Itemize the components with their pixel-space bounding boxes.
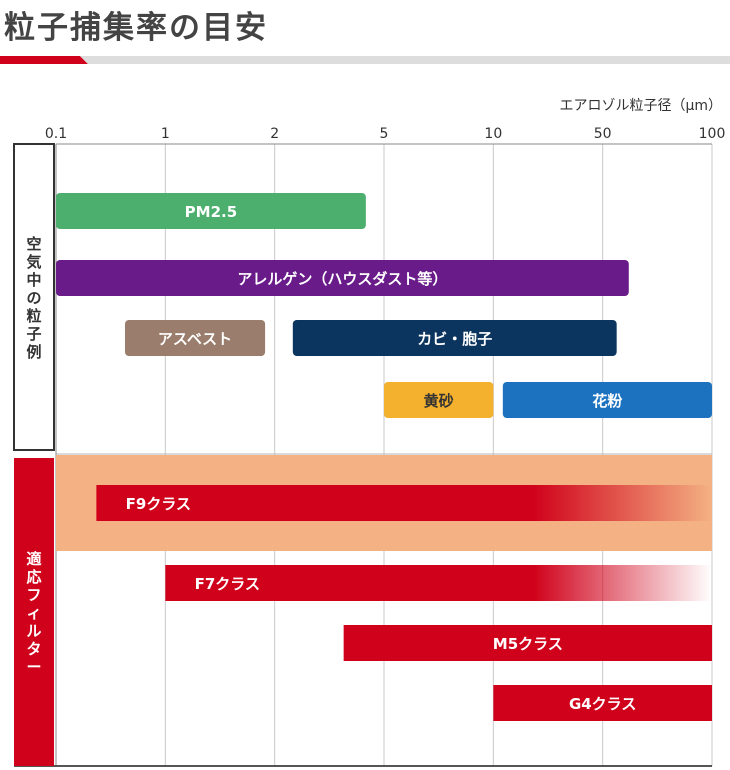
range-bar xyxy=(56,193,366,229)
x-axis-title: エアロゾル粒子径（μm） xyxy=(559,98,722,114)
group-side-char: 適 xyxy=(26,550,41,568)
page-title: 粒子捕集率の目安 xyxy=(4,10,268,46)
group-side-char: の xyxy=(26,289,41,307)
group-side-box xyxy=(14,458,54,766)
x-tick-label: 5 xyxy=(380,126,389,142)
range-bar-label: F7クラス xyxy=(195,575,260,593)
x-tick-label: 0.1 xyxy=(45,126,67,142)
range-bar xyxy=(343,625,712,661)
range-bar-label: 黄砂 xyxy=(424,392,454,410)
x-tick-label: 50 xyxy=(594,126,612,142)
x-tick-labels: 0.1 1 2 5 10 50 100 xyxy=(45,126,726,142)
group-side-char: 応 xyxy=(26,568,41,586)
range-bar xyxy=(384,382,494,418)
group-side-char: フ xyxy=(26,586,41,604)
range-bar xyxy=(56,260,629,296)
x-tick-label: 2 xyxy=(270,126,279,142)
range-bar-label: 花粉 xyxy=(592,392,622,410)
group-side-char: ー xyxy=(26,658,41,676)
range-bar xyxy=(502,382,712,418)
group-side-char: タ xyxy=(26,640,41,658)
particle-size-chart: エアロゾル粒子径（μm） 0.1 1 2 5 10 50 100 空気中の粒子例適応フィルタ… xyxy=(13,98,726,767)
range-bar xyxy=(292,320,617,356)
x-tick-label: 100 xyxy=(699,126,726,142)
x-tick-label: 10 xyxy=(484,126,502,142)
range-bar-label: アスベスト xyxy=(158,330,232,348)
range-bar xyxy=(493,685,712,721)
range-bar-label: F9クラス xyxy=(126,495,191,513)
group-side-char: 子 xyxy=(26,325,41,343)
group-side-char: 例 xyxy=(26,343,41,361)
range-bar-label: PM2.5 xyxy=(185,203,238,221)
range-bar-label: アレルゲン（ハウスダスト等） xyxy=(237,270,447,288)
range-bar xyxy=(96,485,712,521)
group-side-char: ル xyxy=(26,622,41,640)
group-side-char: 中 xyxy=(26,271,41,289)
group-side-char: 空 xyxy=(26,235,41,253)
group-side-char: ィ xyxy=(26,604,41,622)
group-side-label: 空気中の粒子例 xyxy=(26,235,41,361)
group-side-label: 適応フィルター xyxy=(26,550,41,676)
title-rule-accent xyxy=(0,56,88,64)
range-bar-label: カビ・胞子 xyxy=(417,330,492,348)
title-rule-gray xyxy=(80,56,730,64)
range-bar-label: M5クラス xyxy=(493,635,563,653)
range-bar xyxy=(124,320,266,356)
range-bar-label: G4クラス xyxy=(569,695,636,713)
title-rule xyxy=(0,56,730,64)
group-side-box xyxy=(13,143,55,451)
group-side-char: 気 xyxy=(26,253,41,271)
range-bar xyxy=(165,565,713,601)
x-tick-label: 1 xyxy=(161,126,170,142)
group-side-char: 粒 xyxy=(26,307,41,325)
